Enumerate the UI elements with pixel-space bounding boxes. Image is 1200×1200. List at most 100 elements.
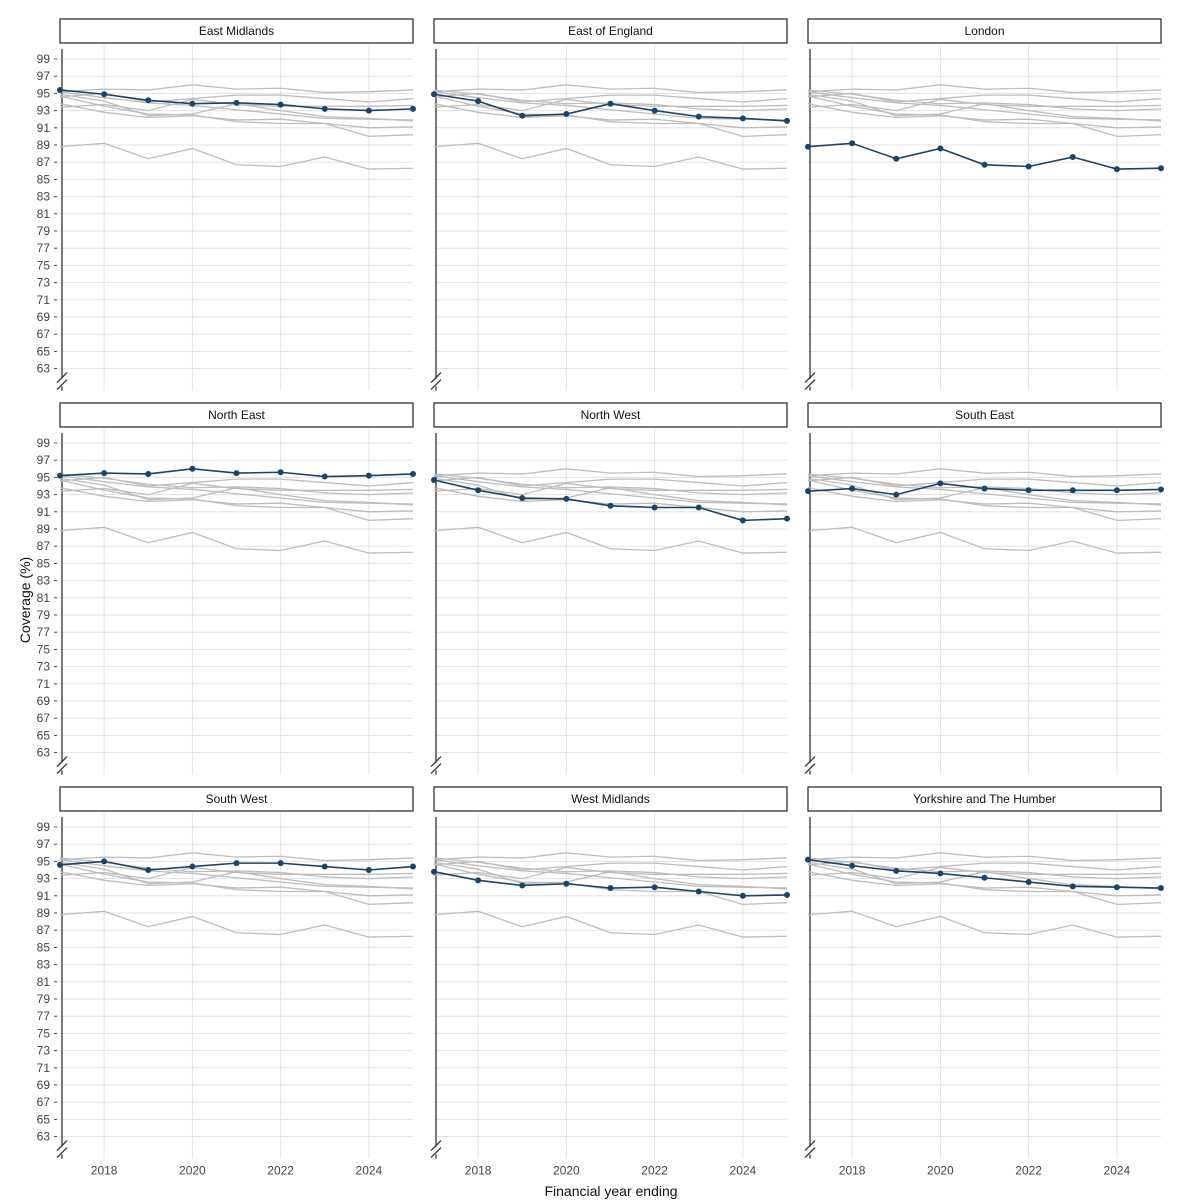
x-tick-label: 2022 <box>641 1164 668 1178</box>
y-tick-label: 75 <box>37 642 51 656</box>
data-point <box>1025 163 1032 170</box>
data-point <box>365 107 372 114</box>
y-tick-label: 71 <box>37 293 51 307</box>
data-point <box>519 112 526 119</box>
background-series-line <box>433 91 788 121</box>
x-tick-label: 2022 <box>1015 1164 1042 1178</box>
y-tick-label: 95 <box>37 854 51 868</box>
y-tick-label: 63 <box>37 362 51 376</box>
y-tick-label: 93 <box>37 488 51 502</box>
axis-break-mark <box>56 1140 68 1152</box>
y-tick-label: 63 <box>37 746 51 760</box>
background-series-line <box>433 852 788 862</box>
background-series-line <box>433 866 788 880</box>
background-series-line <box>807 910 1162 938</box>
data-point <box>145 97 152 104</box>
data-point <box>849 140 856 147</box>
data-point <box>57 86 63 93</box>
facet-strip <box>433 786 788 812</box>
y-tick-label: 89 <box>37 522 51 536</box>
x-tick-label: 2018 <box>465 1164 492 1178</box>
facet-title: London <box>964 24 1004 38</box>
axis-break-mark <box>804 379 816 391</box>
axis-break-mark <box>804 1140 816 1152</box>
facet-title: Yorkshire and The Humber <box>913 792 1056 806</box>
axis-break-mark <box>56 1147 68 1159</box>
data-point <box>101 470 108 477</box>
data-point <box>563 880 570 887</box>
y-tick-label: 69 <box>37 694 51 708</box>
data-point <box>849 485 856 492</box>
axis-break-mark <box>430 1140 442 1152</box>
data-point <box>893 491 900 498</box>
y-tick-label: 63 <box>37 1130 51 1144</box>
facet-title: North West <box>581 408 641 422</box>
axis-break-mark <box>56 763 68 775</box>
data-point <box>145 470 152 477</box>
x-tick-label: 2024 <box>1104 1164 1131 1178</box>
background-series-line <box>59 910 414 938</box>
y-tick-label: 69 <box>37 310 51 324</box>
data-point <box>277 469 284 476</box>
data-point <box>695 888 702 895</box>
data-point <box>365 867 372 873</box>
data-point <box>607 502 614 509</box>
y-tick-label: 87 <box>37 923 51 937</box>
y-tick-label: 71 <box>37 1061 51 1075</box>
background-series-line <box>807 468 1162 478</box>
y-tick-label: 65 <box>37 344 51 358</box>
background-series-line <box>59 852 414 862</box>
axis-break-mark <box>430 372 442 384</box>
data-point <box>410 863 416 870</box>
data-point <box>233 99 240 106</box>
y-tick-label: 77 <box>37 625 51 639</box>
axis-break-mark <box>56 379 68 391</box>
axis-break-mark <box>430 1147 442 1159</box>
data-point <box>1025 879 1032 886</box>
background-series-line <box>59 863 414 906</box>
background-series-line <box>59 142 414 170</box>
y-tick-label: 81 <box>37 207 51 221</box>
data-point <box>277 860 284 867</box>
y-tick-label: 73 <box>37 660 51 674</box>
background-series-line <box>807 479 1162 522</box>
background-series-line <box>433 863 788 906</box>
data-point <box>321 105 328 112</box>
data-point <box>431 476 437 483</box>
background-series-line <box>59 871 414 897</box>
data-point <box>233 470 240 477</box>
data-point <box>189 465 196 472</box>
y-tick-label: 91 <box>37 889 51 903</box>
background-series-line <box>433 142 788 170</box>
axis-break-mark <box>430 756 442 768</box>
y-tick-label: 99 <box>37 52 51 66</box>
data-point <box>563 495 570 502</box>
data-point <box>1113 884 1120 891</box>
y-tick-label: 81 <box>37 591 51 605</box>
background-series-line <box>59 526 414 554</box>
axis-break-mark <box>804 756 816 768</box>
x-axis-title: Financial year ending <box>544 1183 677 1199</box>
facet-strip <box>807 786 1162 812</box>
data-point <box>805 488 811 495</box>
facet-title: South West <box>206 792 268 806</box>
facet-strip <box>59 18 414 44</box>
data-point <box>981 161 988 168</box>
facet-strip <box>59 786 414 812</box>
data-point <box>410 105 416 112</box>
facet-strip <box>807 402 1162 428</box>
data-point <box>1025 487 1032 494</box>
data-point <box>849 862 856 869</box>
data-point <box>695 504 702 511</box>
data-point <box>1069 154 1076 161</box>
background-series-line <box>433 910 788 938</box>
data-point <box>739 115 746 122</box>
y-tick-label: 99 <box>37 820 51 834</box>
data-point <box>1113 487 1120 494</box>
data-point <box>651 504 658 511</box>
facet-title: West Midlands <box>571 792 649 806</box>
data-point <box>101 91 108 98</box>
x-tick-label: 2024 <box>356 1164 383 1178</box>
facet-title: North East <box>208 408 265 422</box>
facet-strip <box>59 402 414 428</box>
